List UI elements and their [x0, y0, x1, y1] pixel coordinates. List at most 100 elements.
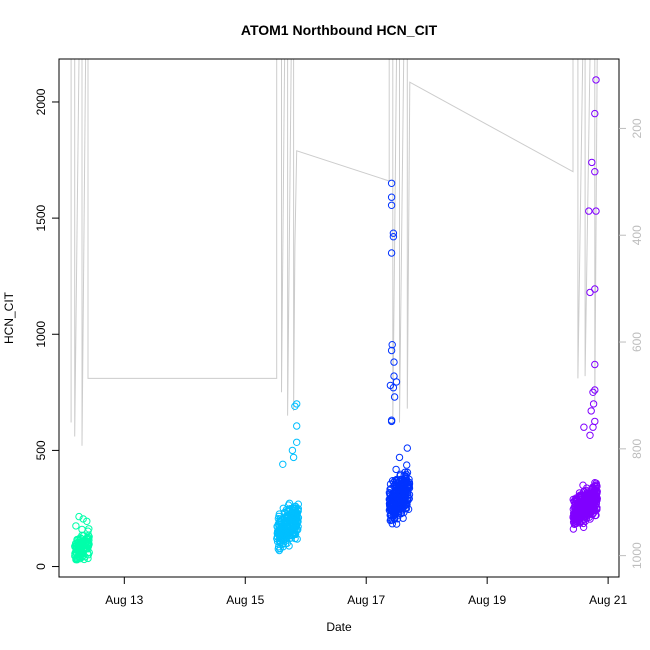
data-point-flight-3 — [387, 249, 396, 257]
data-point-flight-4 — [585, 207, 593, 215]
data-point-flight-2 — [291, 529, 299, 538]
data-point-flight-3 — [388, 520, 396, 528]
data-point-flight-4 — [592, 481, 600, 489]
data-point-flight-2 — [288, 446, 297, 455]
data-point-flight-1 — [72, 522, 80, 530]
data-point-flight-4 — [591, 489, 599, 498]
y-tick-label: 2000 — [34, 88, 48, 115]
data-point-flight-3 — [388, 477, 397, 485]
data-point-flight-3 — [392, 506, 400, 515]
data-point-flight-2 — [275, 543, 283, 551]
x-tick-label: Aug 17 — [347, 593, 385, 607]
data-point-flight-4 — [584, 493, 592, 502]
x-tick-label: Aug 13 — [105, 593, 143, 607]
data-point-flight-4 — [591, 386, 599, 394]
data-point-flight-4 — [570, 497, 578, 506]
data-point-flight-3 — [403, 444, 411, 452]
y-tick-label: 0 — [34, 563, 48, 570]
data-point-flight-3 — [392, 378, 401, 386]
right-tick-label: 600 — [630, 332, 644, 352]
data-point-flight-3 — [392, 496, 400, 504]
data-point-flight-1 — [83, 517, 91, 525]
data-point-flight-4 — [579, 494, 587, 503]
chart-title: ATOM1 Northbound HCN_CIT — [241, 22, 438, 38]
x-tick-label: Aug 15 — [226, 593, 264, 607]
data-point-flight-4 — [586, 431, 594, 439]
altitude-profile-line — [70, 58, 598, 446]
data-point-flight-1 — [75, 512, 83, 521]
right-tick-label: 1000 — [630, 542, 644, 569]
data-point-flight-4 — [580, 423, 588, 431]
data-point-flight-3 — [392, 520, 401, 528]
data-point-flight-4 — [592, 207, 600, 215]
data-point-flight-1 — [73, 555, 81, 564]
data-point-flight-3 — [386, 502, 394, 510]
data-point-flight-3 — [397, 475, 405, 484]
data-point-flight-4 — [592, 511, 600, 519]
data-point-flight-3 — [399, 485, 407, 493]
data-point-flight-2 — [293, 438, 301, 446]
data-point-flight-4 — [588, 510, 597, 519]
data-point-flight-3 — [391, 492, 399, 500]
data-point-flight-4 — [590, 488, 598, 496]
data-point-flight-3 — [403, 461, 411, 469]
data-point-flight-3 — [392, 465, 400, 474]
data-point-flight-1 — [84, 554, 92, 563]
data-point-flight-4 — [571, 520, 580, 528]
data-point-flight-3 — [397, 500, 405, 508]
data-point-flight-2 — [279, 460, 287, 468]
data-point-flight-2 — [287, 518, 295, 526]
data-point-flight-4 — [592, 76, 600, 84]
data-point-flight-2 — [275, 510, 283, 518]
data-point-flight-4 — [591, 360, 599, 369]
data-point-flight-3 — [398, 480, 407, 489]
data-point-flight-4 — [579, 481, 587, 489]
data-point-flight-2 — [291, 402, 299, 410]
data-point-flight-2 — [293, 400, 301, 408]
data-point-flight-3 — [387, 484, 395, 493]
data-point-flight-3 — [388, 341, 396, 349]
data-point-flight-1 — [73, 550, 81, 558]
data-point-flight-2 — [279, 504, 287, 512]
y-tick-label: 500 — [34, 440, 48, 460]
x-axis-label: Date — [326, 620, 352, 634]
data-point-flight-2 — [273, 529, 282, 538]
data-point-flight-2 — [293, 422, 301, 430]
data-point-flight-4 — [570, 511, 578, 519]
data-point-flight-3 — [387, 201, 396, 210]
data-point-flight-3 — [387, 346, 396, 355]
plot-area: 0 500 1000 1500 2000 200 400 600 800 1000 Aug 13 Au… — [34, 58, 644, 607]
y-axis-label: HCN_CIT — [2, 291, 16, 344]
data-point-flight-3 — [400, 508, 408, 517]
data-point-flight-2 — [281, 526, 289, 534]
data-point-flight-3 — [389, 233, 398, 241]
data-point-flight-3 — [400, 494, 409, 503]
data-point-flight-3 — [402, 499, 411, 508]
y-tick-label: 1000 — [34, 321, 48, 348]
data-point-flight-3 — [386, 381, 395, 390]
data-point-flight-4 — [577, 503, 586, 512]
x-tick-label: Aug 21 — [589, 593, 627, 607]
data-point-flight-4 — [589, 388, 597, 396]
right-tick-label: 400 — [630, 225, 644, 245]
data-point-flight-1 — [80, 555, 88, 564]
data-point-flight-4 — [591, 168, 599, 176]
data-point-flight-3 — [390, 393, 399, 401]
data-point-flight-2 — [281, 531, 289, 539]
data-point-flight-3 — [387, 179, 396, 188]
data-point-flight-2 — [274, 520, 283, 528]
data-point-flight-3 — [387, 417, 396, 426]
data-point-flight-2 — [285, 499, 294, 507]
data-point-flight-4 — [591, 109, 599, 118]
data-point-flight-3 — [387, 512, 395, 520]
data-point-flight-2 — [281, 540, 290, 548]
data-point-flight-3 — [403, 487, 412, 495]
data-point-flight-4 — [590, 499, 598, 507]
data-point-flight-1 — [71, 542, 79, 550]
data-point-flight-2 — [273, 537, 282, 546]
data-point-flight-4 — [591, 285, 599, 293]
right-tick-label: 800 — [630, 439, 644, 459]
data-point-flight-2 — [273, 533, 282, 541]
